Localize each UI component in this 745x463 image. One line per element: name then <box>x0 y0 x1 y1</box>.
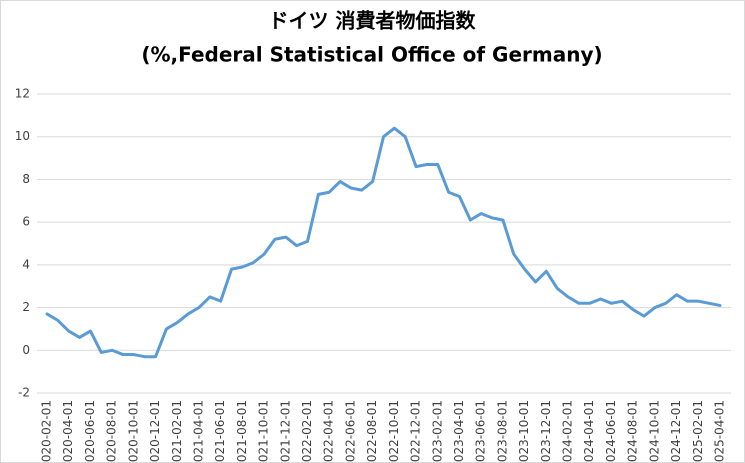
x-tick-label: 2024-08-01 <box>626 400 640 463</box>
x-tick-label: 2021-10-01 <box>257 400 271 463</box>
y-tick-label: -2 <box>18 386 30 400</box>
x-tick-label: 2025-02-01 <box>691 400 705 463</box>
x-tick-label: 2020-10-01 <box>126 400 140 463</box>
chart-subtitle: (%,Federal Statistical Office of Germany… <box>141 43 602 67</box>
y-tick-label: 0 <box>22 343 30 357</box>
x-tick-label: 2020-08-01 <box>105 400 119 463</box>
x-tick-label: 2021-02-01 <box>170 400 184 463</box>
y-tick-label: 2 <box>22 300 30 314</box>
x-tick-label: 2020-06-01 <box>83 400 97 463</box>
x-tick-label: 2023-06-01 <box>474 400 488 463</box>
x-tick-label: 2022-02-01 <box>300 400 314 463</box>
y-tick-label: 8 <box>22 172 30 186</box>
x-tick-label: 2024-10-01 <box>647 400 661 463</box>
x-tick-label: 2024-12-01 <box>669 400 683 463</box>
line-series <box>45 126 722 359</box>
x-tick-label: 2022-10-01 <box>387 400 401 463</box>
y-tick-label: 12 <box>15 87 30 101</box>
y-tick-label: 4 <box>22 257 30 271</box>
x-tick-label: 2023-10-01 <box>517 400 531 463</box>
x-tick-label: 2025-04-01 <box>713 400 727 463</box>
x-tick-label: 2024-04-01 <box>582 400 596 463</box>
x-tick-label: 2023-08-01 <box>495 400 509 463</box>
x-tick-label: 2021-12-01 <box>278 400 292 463</box>
x-tick-label: 2020-02-01 <box>40 400 54 463</box>
x-tick-label: 2021-06-01 <box>213 400 227 463</box>
y-tick-label: 10 <box>15 129 30 143</box>
x-tick-label: 2023-04-01 <box>452 400 466 463</box>
x-tick-label: 2020-04-01 <box>61 400 75 463</box>
x-tick-label: 2024-06-01 <box>604 400 618 463</box>
x-tick-label: 2024-02-01 <box>561 400 575 463</box>
chart-title: ドイツ 消費者物価指数 <box>269 9 477 33</box>
x-tick-label: 2023-12-01 <box>539 400 553 463</box>
x-tick-label: 2021-08-01 <box>235 400 249 463</box>
x-tick-label: 2022-04-01 <box>322 400 336 463</box>
x-tick-label: 2023-02-01 <box>430 400 444 463</box>
x-tick-label: 2022-08-01 <box>365 400 379 463</box>
y-tick-label: 6 <box>22 215 30 229</box>
x-tick-label: 2022-06-01 <box>343 400 357 463</box>
x-tick-label: 2022-12-01 <box>409 400 423 463</box>
x-tick-label: 2020-12-01 <box>148 400 162 463</box>
x-tick-label: 2021-04-01 <box>191 400 205 463</box>
